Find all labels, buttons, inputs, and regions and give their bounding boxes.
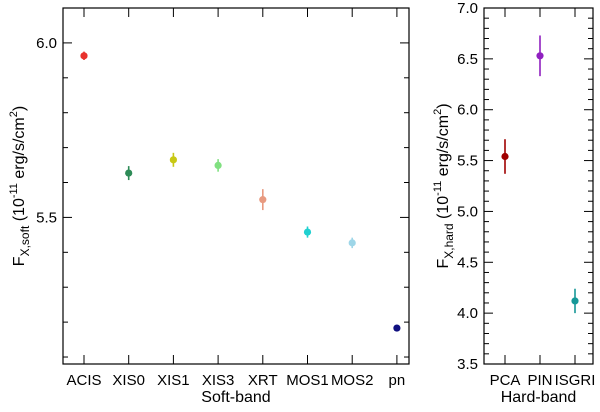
y-tick-label: 5.5 [36, 209, 57, 226]
data-point-xrt [259, 196, 267, 204]
x-tick-label-xis1: XIS1 [157, 372, 190, 389]
x-tick-label-pin: PIN [527, 372, 552, 389]
hard-band-x-axis-title: Hard-band [501, 389, 577, 406]
y-tick-label: 6.5 [457, 51, 478, 68]
soft-band-panel: 5.5 6.0 ACIS XIS0 XIS1 XIS3 XRT MOS1 MOS2 pn Sof… [8, 7, 410, 406]
y-tick-label: 4.5 [457, 254, 478, 271]
hard-band-y-ticks: 3.5 4.0 4.5 5.0 5.5 6.0 6.5 7.0 [457, 0, 593, 373]
data-point-isgri [571, 297, 579, 305]
hard-band-panel: 3.5 4.0 4.5 5.0 5.5 6.0 6.5 7.0 PCA PIN ISGRI Har… [432, 0, 595, 406]
y-tick-label: 6.0 [457, 102, 478, 119]
data-point-pca [501, 152, 509, 161]
hard-band-data-points [501, 35, 579, 314]
data-point-mos1 [303, 228, 312, 236]
soft-band-plot-frame [62, 7, 410, 365]
data-point-mos2 [348, 239, 356, 247]
x-tick-label-pca: PCA [490, 372, 521, 389]
data-point-acis [80, 52, 88, 60]
x-tick-label-acis: ACIS [66, 372, 101, 389]
x-tick-label-xrt: XRT [248, 372, 278, 389]
x-tick-label-mos1: MOS1 [286, 372, 329, 389]
data-point-xis3 [214, 161, 222, 170]
soft-band-y-ticks: 5.5 6.0 [36, 7, 409, 358]
data-point-pin [536, 52, 544, 60]
data-point-xis0 [125, 169, 133, 177]
x-tick-label-xis0: XIS0 [112, 372, 145, 389]
y-tick-label: 4.0 [457, 305, 478, 322]
y-tick-label: 5.0 [457, 203, 478, 220]
soft-band-x-ticks: ACIS XIS0 XIS1 XIS3 XRT MOS1 MOS2 pn [66, 8, 405, 389]
data-point-pn [393, 324, 401, 332]
x-tick-label-mos2: MOS2 [331, 372, 374, 389]
y-tick-label: 5.5 [457, 153, 478, 170]
x-tick-label-pn: pn [389, 372, 406, 389]
hard-band-y-axis-title: FX,hard (10-11 erg/s/cm2) [432, 103, 456, 268]
hard-band-x-ticks: PCA PIN ISGRI [490, 8, 596, 389]
y-tick-label: 6.0 [36, 35, 57, 52]
soft-band-y-axis-title: FX,soft (10-11 erg/s/cm2) [8, 106, 32, 266]
soft-band-x-axis-title: Soft-band [201, 389, 270, 406]
data-point-xis1 [169, 156, 177, 164]
y-tick-label: 3.5 [457, 356, 478, 373]
hard-band-plot-frame [483, 7, 594, 365]
x-tick-label-xis3: XIS3 [202, 372, 235, 389]
y-tick-label: 7.0 [457, 0, 478, 17]
soft-band-data-points [80, 51, 401, 332]
x-tick-label-isgri: ISGRI [555, 372, 596, 389]
